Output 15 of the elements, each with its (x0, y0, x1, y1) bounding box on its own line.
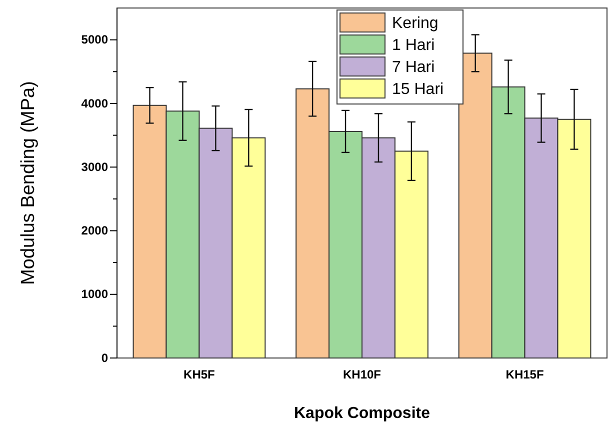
x-axis-title: Kapok Composite (294, 405, 430, 422)
y-tick-label: 1000 (81, 287, 108, 302)
y-tick-label: 5000 (81, 32, 108, 47)
x-tick-label: KH15F (506, 368, 544, 382)
y-tick-label: 3000 (81, 160, 108, 174)
legend-label: 7 Hari (392, 59, 435, 76)
y-tick-label: 4000 (81, 96, 108, 110)
legend-label: 1 Hari (392, 37, 435, 54)
x-tick-label: KH10F (342, 368, 382, 382)
legend-label: Kering (392, 15, 438, 32)
y-tick-label: 2000 (81, 224, 108, 238)
legend-label: 15 Hari (392, 81, 444, 98)
y-axis-title: Modulus Bending (MPa) (18, 81, 39, 285)
y-tick-label: 0 (101, 350, 108, 365)
x-tick-label: KH5F (184, 368, 215, 382)
